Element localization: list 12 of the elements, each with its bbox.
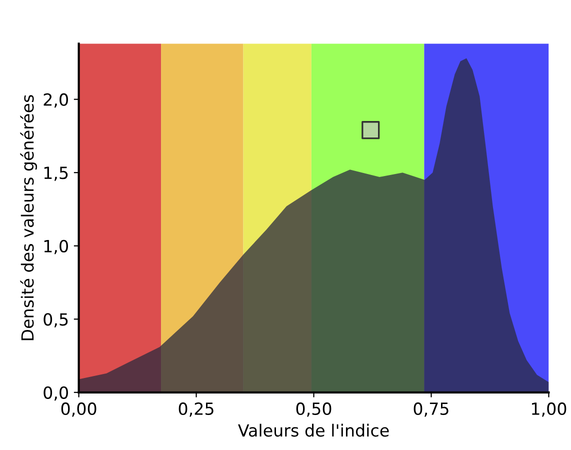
y-axis-title: Densité des valeurs générées bbox=[20, 95, 38, 340]
y-tick-label: 1,0 bbox=[44, 240, 68, 254]
y-tick-label: 0,0 bbox=[44, 386, 68, 401]
y-tick-label: 0,5 bbox=[44, 313, 68, 328]
x-tick-label: 0,25 bbox=[178, 402, 214, 417]
y-tick-label: 1,5 bbox=[44, 166, 68, 181]
x-tick-label: 0,50 bbox=[296, 402, 332, 417]
x-tick-label: 0,75 bbox=[414, 402, 448, 417]
x-tick-label: 0,00 bbox=[61, 402, 96, 417]
x-tick-label: 1,00 bbox=[532, 402, 566, 417]
x-axis-title: Valeurs de l'indice bbox=[238, 424, 389, 437]
y-tick-label: 2,0 bbox=[44, 93, 68, 108]
